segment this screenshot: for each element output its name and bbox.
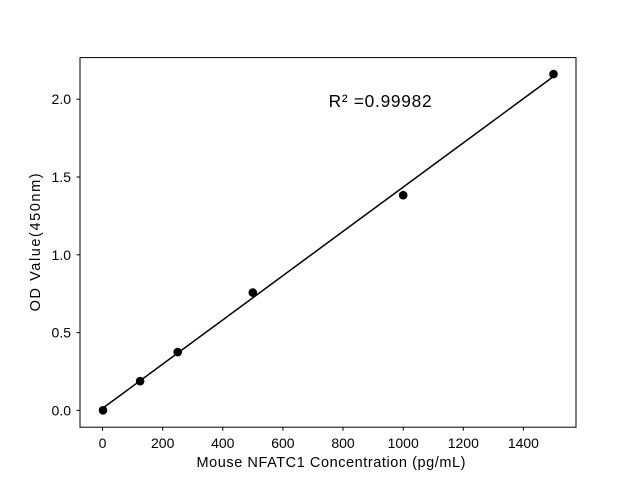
svg-text:600: 600 <box>271 435 295 451</box>
svg-text:R² =0.99982: R² =0.99982 <box>329 91 432 111</box>
svg-text:OD Value(450nm): OD Value(450nm) <box>28 173 44 311</box>
svg-text:1000: 1000 <box>388 435 419 451</box>
svg-text:0.0: 0.0 <box>52 402 72 418</box>
svg-text:1.5: 1.5 <box>52 169 72 185</box>
svg-text:1200: 1200 <box>448 435 479 451</box>
svg-text:200: 200 <box>151 435 175 451</box>
svg-text:0: 0 <box>99 435 107 451</box>
svg-text:1.0: 1.0 <box>52 247 72 263</box>
svg-text:800: 800 <box>331 435 355 451</box>
svg-text:400: 400 <box>211 435 235 451</box>
svg-text:1400: 1400 <box>508 435 539 451</box>
svg-text:0.5: 0.5 <box>52 325 72 341</box>
svg-text:2.0: 2.0 <box>52 91 72 107</box>
svg-text:Mouse NFATC1 Concentration (pg: Mouse NFATC1 Concentration (pg/mL) <box>197 455 466 471</box>
